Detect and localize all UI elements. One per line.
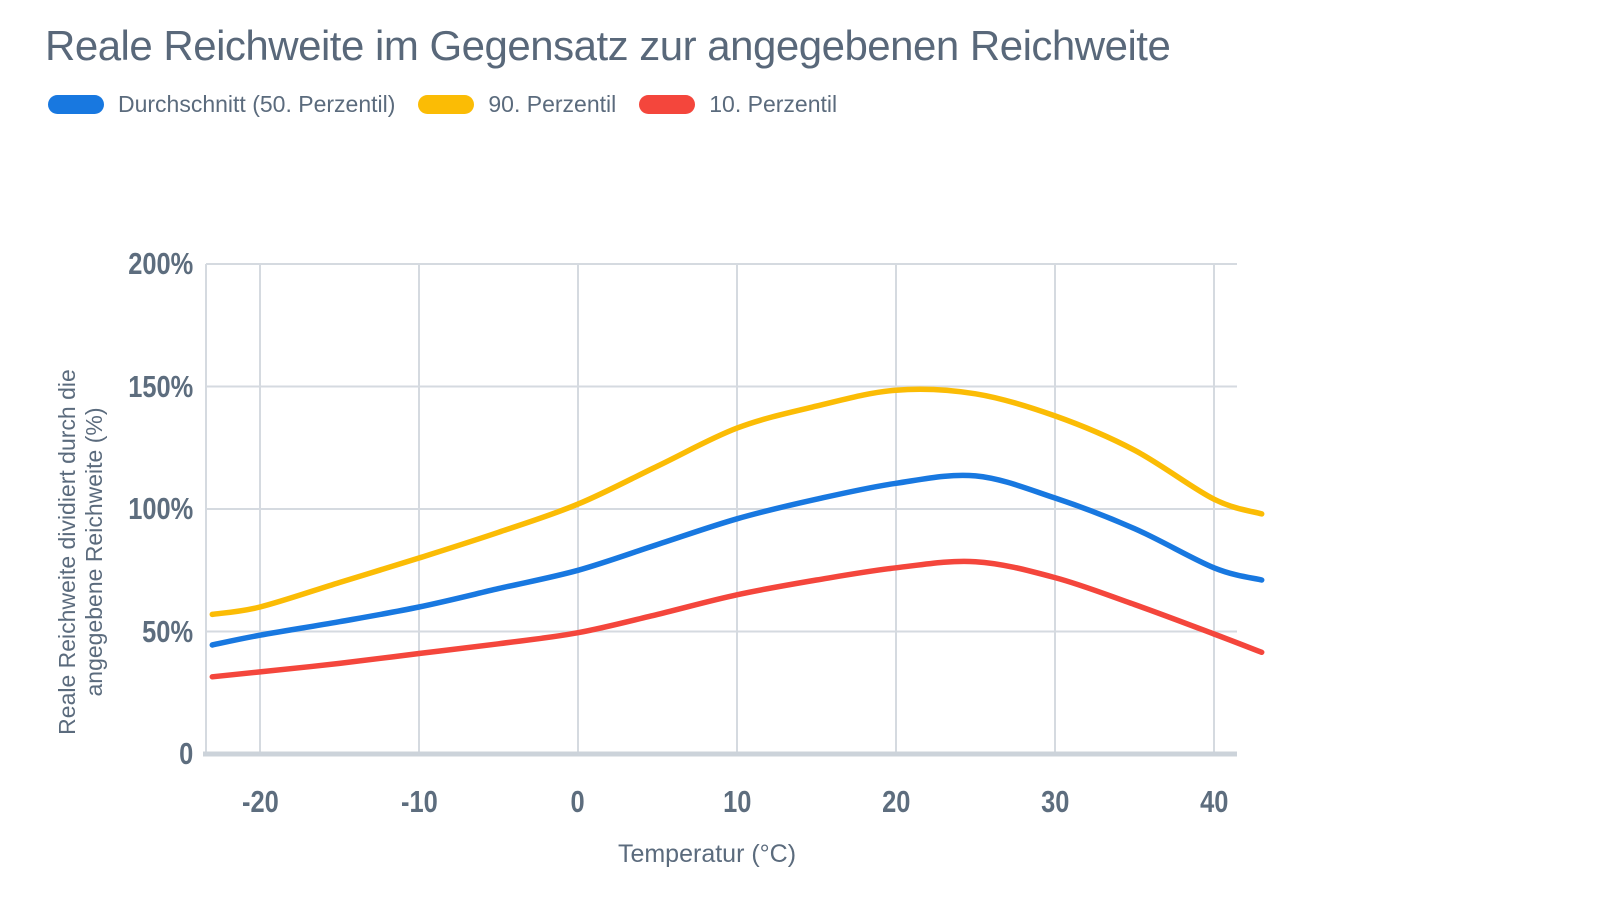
x-tick-label: -20 xyxy=(241,784,279,819)
series-line-90-perzentil xyxy=(209,386,1265,618)
x-tick-label: 0 xyxy=(570,784,586,819)
y-tick-label: 200% xyxy=(127,246,193,281)
series-line-10-perzentil xyxy=(209,558,1265,680)
y-axis-title-line1: Reale Reichweite dividiert durch die xyxy=(54,369,80,735)
legend: Durchschnitt (50. Perzentil) 90. Perzent… xyxy=(48,91,860,118)
y-tick-label: 100% xyxy=(127,491,193,526)
x-tick-label: 40 xyxy=(1199,784,1229,819)
y-tick-label: 0 xyxy=(178,736,193,771)
x-tick-label: -10 xyxy=(400,784,438,819)
legend-swatch-red xyxy=(639,94,696,114)
legend-label: Durchschnitt (50. Perzentil) xyxy=(118,90,396,117)
legend-label: 90. Perzentil xyxy=(488,90,617,117)
legend-label: 10. Perzentil xyxy=(709,90,838,117)
y-axis-title-line2: angegebene Reichweite (%) xyxy=(81,407,107,697)
legend-item-durchschnitt: Durchschnitt (50. Perzentil) xyxy=(48,91,395,118)
x-axis-title: Temperatur (°C) xyxy=(617,840,797,868)
data-curves xyxy=(209,386,1265,680)
y-axis-title: Reale Reichweite dividiert durch die ang… xyxy=(54,321,110,783)
y-tick-label: 150% xyxy=(127,368,193,404)
legend-item-10-perzentil: 10. Perzentil xyxy=(639,91,837,118)
y-tick-label: 50% xyxy=(142,613,193,649)
series-line-durchschnitt-50-perzentil- xyxy=(209,472,1265,648)
chart-title: Reale Reichweite im Gegensatz zur angege… xyxy=(45,22,1171,69)
x-tick-label: 10 xyxy=(722,784,752,819)
legend-swatch-yellow xyxy=(418,94,475,114)
legend-item-90-perzentil: 90. Perzentil xyxy=(418,91,616,118)
legend-swatch-blue xyxy=(48,94,104,114)
x-tick-label: 30 xyxy=(1040,784,1070,819)
x-tick-label: 20 xyxy=(881,784,911,819)
